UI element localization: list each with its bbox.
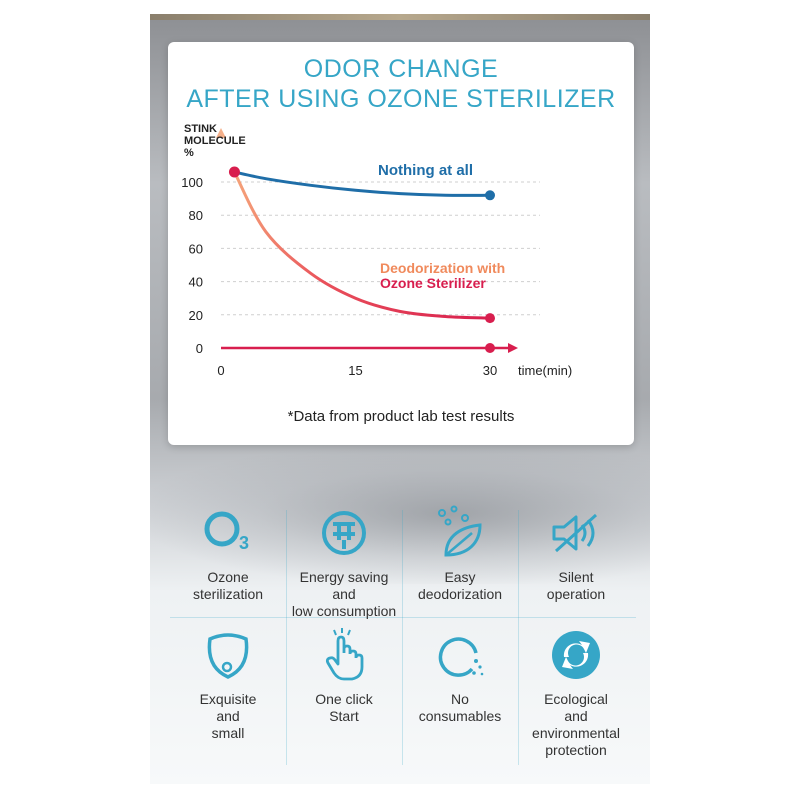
chart-title-line-1: ODOR CHANGE: [303, 55, 499, 83]
no-consumables-icon: [432, 627, 488, 683]
x-axis-label: time(min): [518, 363, 572, 378]
feature-exquisite-small: Exquisite and small: [170, 627, 286, 742]
y-axis-arrow: [216, 128, 226, 138]
background-top-strip: [150, 14, 650, 20]
series-line-ozone: [233, 171, 491, 320]
series-line-nothing: [234, 170, 491, 197]
y-tick-label: 60: [189, 241, 203, 256]
y-tick-label: 0: [196, 341, 203, 356]
feature-label: Silent operation: [546, 569, 606, 602]
feature-easy-deodorization: Easy deodorization: [402, 505, 518, 603]
chart-footnote: *Data from product lab test results: [287, 408, 515, 425]
energy-plug-icon: [316, 505, 372, 561]
grid-divider-v3: [518, 510, 519, 765]
feature-one-click-start: One click Start: [286, 627, 402, 725]
end-point-nothing: [485, 190, 495, 201]
tap-hand-icon: [316, 627, 372, 683]
chart-title-line-2: AFTER USING OZONE STERILIZER: [186, 85, 616, 113]
o3-icon: 3: [200, 505, 256, 561]
feature-label: Exquisite and small: [199, 691, 257, 741]
device-shape-icon: [200, 627, 256, 683]
x-tick-label: 0: [217, 363, 224, 378]
recycle-icon: [548, 627, 604, 683]
feature-label: One click Start: [315, 691, 373, 724]
odor-line-chart: 0 20 40 60 80 100 0 15 30 time(min) STINKMOLECULE%…: [181, 123, 572, 378]
feature-silent-operation: Silent operation: [518, 505, 634, 603]
x-tick-label: 15: [348, 363, 362, 378]
feature-ecological: Ecological and environmental protection: [518, 627, 634, 759]
end-point-baseline: [485, 343, 495, 353]
x-axis-arrow: [508, 343, 518, 353]
feature-label: Ozone sterilization: [192, 569, 264, 602]
feature-ozone-sterilization: 3 Ozone sterilization: [170, 505, 286, 603]
series-label-ozone-2: Ozone Sterilizer: [380, 275, 486, 291]
feature-energy-saving: Energy saving and low consumption: [286, 505, 402, 620]
grid-divider-h: [170, 617, 636, 618]
x-tick-label: 30: [483, 363, 497, 378]
y-tick-label: 100: [181, 175, 203, 190]
svg-text:3: 3: [239, 533, 249, 553]
y-axis-label: %: [184, 147, 194, 159]
y-tick-label: 40: [189, 275, 203, 290]
feature-label: Energy saving and low consumption: [291, 569, 397, 619]
leaf-bubbles-icon: [432, 505, 488, 561]
chart-card: ODOR CHANGE AFTER USING OZONE STERILIZER…: [168, 42, 634, 445]
background-mist: [150, 444, 650, 584]
series-label-nothing: Nothing at all: [378, 162, 473, 179]
y-axis-label: STINK: [184, 123, 217, 135]
series-label-ozone-1: Deodorization with: [380, 260, 505, 276]
grid-divider-v2: [402, 510, 403, 765]
y-tick-label: 80: [189, 208, 203, 223]
end-point-ozone: [485, 313, 495, 324]
feature-label: No consumables: [418, 691, 502, 724]
y-tick-label: 20: [189, 308, 203, 323]
start-point: [228, 166, 240, 178]
grid-divider-v1: [286, 510, 287, 765]
feature-label: Easy deodorization: [417, 569, 503, 602]
y-axis-label: MOLECULE: [184, 135, 246, 147]
mute-speaker-icon: [548, 505, 604, 561]
feature-grid: 3 Ozone sterilization Energy saving and low…: [170, 505, 636, 775]
feature-label: Ecological and environmental protection: [532, 691, 620, 758]
feature-no-consumables: No consumables: [402, 627, 518, 725]
